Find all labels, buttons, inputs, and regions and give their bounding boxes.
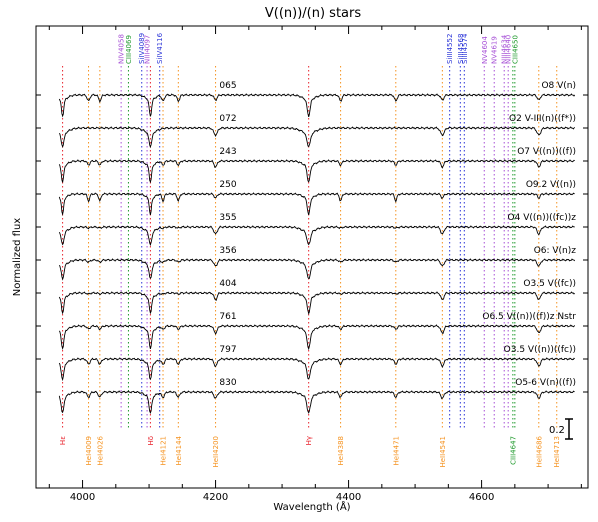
bottom-line-label: CIII4647 — [509, 436, 517, 465]
spectrum-line — [58, 93, 576, 118]
bottom-line-label: HeI4026 — [96, 435, 104, 465]
spectrum-line — [58, 126, 575, 149]
bottom-line-label: HeI4009 — [85, 436, 93, 465]
x-tick-label: 4600 — [469, 492, 494, 503]
star-id: 355 — [219, 213, 236, 223]
star-id: 243 — [219, 147, 236, 157]
star-id: 250 — [219, 180, 236, 190]
spectrum-line — [58, 291, 575, 316]
star-id: 356 — [219, 246, 236, 256]
top-line-label: CIII4069 — [125, 35, 133, 64]
bottom-line-label: Hδ — [147, 436, 155, 446]
spectrum-line — [58, 192, 575, 216]
spectrum-line — [58, 390, 575, 414]
star-id: 072 — [219, 114, 236, 124]
top-line-label: NIII4097 — [144, 35, 152, 64]
star-id: 404 — [219, 279, 236, 289]
spectrum-line — [58, 324, 576, 351]
spectrum-line — [58, 258, 576, 281]
x-tick-label: 4200 — [203, 492, 228, 503]
plot-frame — [35, 25, 589, 489]
top-line-label: SiIII4552 — [446, 34, 454, 64]
star-sptype: O3.5 V((n))((fc)) — [504, 345, 576, 355]
star-sptype: O4 V((n))((fc))z — [508, 213, 577, 223]
bottom-line-label: HeII4686 — [535, 435, 543, 467]
bottom-line-label: Hγ — [305, 436, 313, 445]
star-sptype: O6: V(n)z — [534, 246, 577, 256]
bottom-line-label: Hε — [59, 436, 67, 445]
top-line-label: SiIV4116 — [156, 32, 164, 64]
reference-lines — [62, 66, 558, 430]
x-tick-label: 4400 — [336, 492, 361, 503]
star-sptype: O7 V((n))((f)) — [517, 147, 576, 157]
top-line-label: NV4604 — [481, 36, 489, 64]
scale-bar-label: 0.2 — [549, 425, 565, 436]
bottom-line-labels: Hε HeI4009 HeI4026 Hδ HeI4121 HeI4144 HeII4200… — [59, 435, 561, 467]
bottom-line-label: HeI4144 — [175, 435, 183, 465]
star-id: 065 — [219, 81, 236, 91]
spectrum-line — [58, 159, 575, 184]
star-sptype: O5-6 V(n)((f)) — [515, 378, 576, 388]
chart-title: V((n))/(n) stars — [265, 6, 361, 21]
bottom-line-label: HeI4471 — [392, 436, 400, 465]
top-line-label: NV4619 — [491, 36, 499, 64]
star-id: 797 — [219, 345, 236, 355]
bottom-line-label: HeI4388 — [337, 436, 345, 465]
y-axis-label: Normalized flux — [12, 218, 23, 297]
bottom-line-label: HeII4200 — [212, 436, 220, 468]
star-sptype: O2 V-III(n)((f*)) — [509, 114, 576, 124]
axis-ticks: 4000 4200 4400 4600 — [48, 26, 582, 503]
top-line-label: NIV4058 — [118, 34, 126, 64]
x-axis-label: Wavelength (Å) — [273, 500, 350, 513]
top-line-label: SiIII4568 — [457, 34, 465, 64]
star-id: 761 — [219, 312, 236, 322]
spectrum-line — [58, 225, 575, 247]
top-line-label: NIII4640 — [505, 35, 513, 64]
x-tick-label: 4000 — [70, 492, 95, 503]
scale-bar: 0.2 — [549, 418, 573, 440]
top-line-label: SiIII4574 — [461, 33, 469, 64]
bottom-line-label: HeI4121 — [160, 436, 168, 465]
spectrum-line — [58, 357, 575, 382]
star-sptype: O8 V(n) — [541, 81, 576, 91]
top-line-label: CIII4650 — [511, 35, 519, 64]
spectra-group: 065 O8 V(n) 072 O2 V-III(n)((f*)) 243 O7 V((n… — [36, 81, 588, 414]
star-sptype: O3.5 V((fc)) — [523, 279, 576, 289]
bottom-line-label: HeII4541 — [439, 436, 447, 468]
top-line-label: SiIV4089 — [138, 33, 146, 64]
star-id: 830 — [219, 378, 236, 388]
top-line-label: NIII4634 — [501, 34, 509, 64]
star-sptype: O6.5 V((n))((f))z Nstr — [482, 312, 576, 322]
star-sptype: O9.2 V((n)) — [526, 180, 576, 190]
bottom-line-label: HeII4713 — [553, 436, 561, 468]
